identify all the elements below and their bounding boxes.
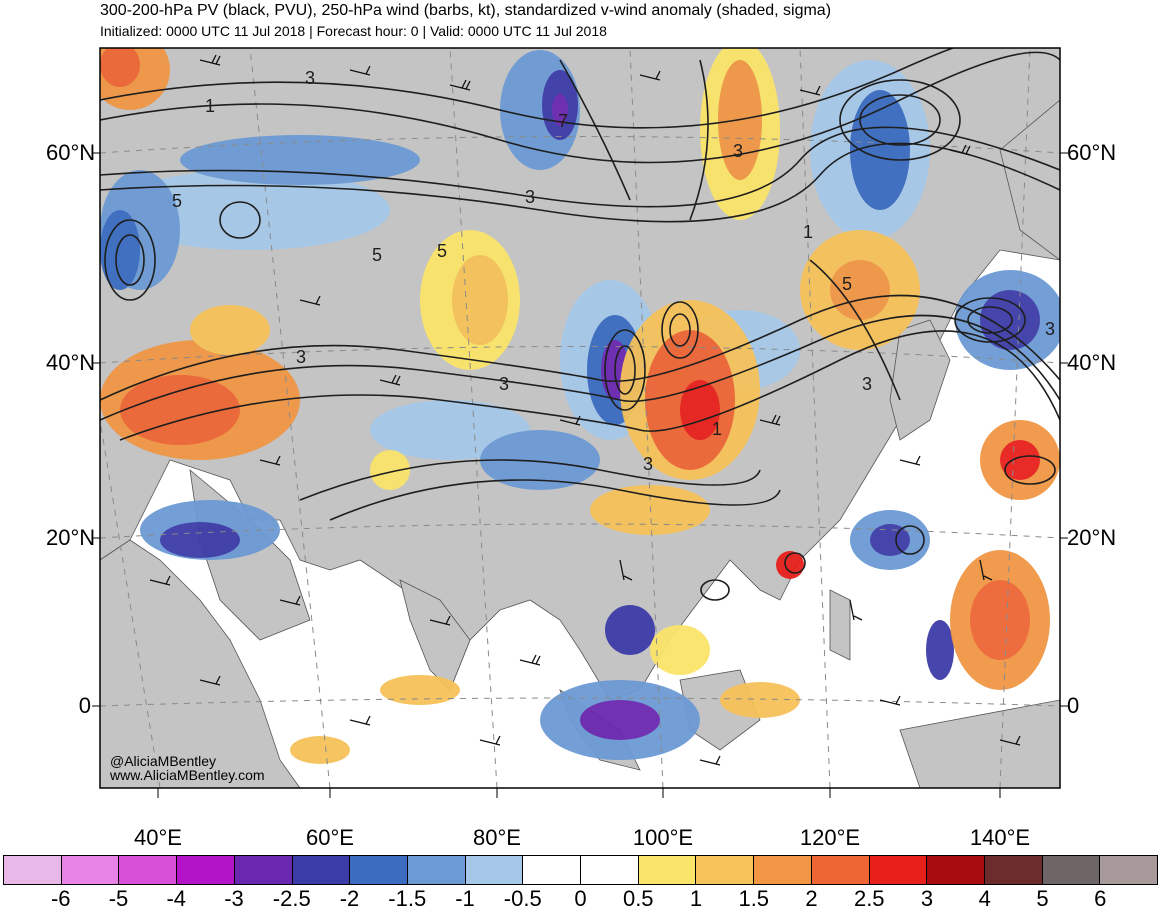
colorbar-swatch — [1042, 855, 1101, 885]
lat-label-60n-left: 60°N — [46, 140, 96, 165]
colorbar-tick-label: -1 — [455, 886, 475, 911]
map-title: 300-200-hPa PV (black, PVU), 250-hPa win… — [100, 2, 832, 19]
lon-label-120e: 120°E — [799, 825, 861, 850]
colorbar-swatch — [523, 855, 582, 885]
colorbar-tick-label: -3 — [224, 886, 244, 911]
lon-label-60e: 60°E — [306, 825, 354, 850]
land-japan — [889, 319, 951, 441]
colorbar-swatch — [638, 855, 697, 885]
colorbar-tick-label: -2.5 — [272, 886, 311, 911]
contour-label: 5 — [842, 274, 852, 294]
contour-labels: 3 1 7 3 3 5 5 5 3 3 1 5 3 3 1 3 — [172, 68, 1055, 474]
lat-label-60n-right: 60°N — [1067, 140, 1117, 165]
colorbar-swatch — [119, 855, 178, 885]
lat-label-40n-right: 40°N — [1067, 350, 1117, 375]
contour-label: 3 — [643, 454, 653, 474]
lat-label-eq-left: 0 — [78, 693, 91, 718]
colorbar-swatch — [234, 855, 293, 885]
lat-label-40n-left: 40°N — [46, 350, 96, 375]
lat-label-20n-right: 20°N — [1067, 525, 1117, 550]
lat-label-20n-left: 20°N — [46, 525, 96, 550]
colorbar-swatch — [927, 855, 985, 885]
contour-label: 1 — [803, 222, 813, 242]
credit-website: www.AliciaMBentley.com — [110, 767, 265, 783]
contour-label: 3 — [525, 187, 535, 207]
land-new-guinea — [899, 699, 1060, 788]
colorbar-swatch — [869, 855, 928, 885]
colorbar-swatch — [696, 855, 755, 885]
colorbar-tick-label: 4 — [978, 886, 991, 911]
axis-ticks — [92, 152, 1068, 798]
colorbar-tick-label: 3 — [920, 886, 934, 911]
contour-label: 3 — [862, 374, 872, 394]
colorbar-tick-label: 0.5 — [622, 886, 654, 911]
lon-label-40e: 40°E — [134, 825, 182, 850]
wind-barbs — [149, 54, 1021, 766]
contour-label: 7 — [558, 111, 568, 131]
contour-label: 3 — [296, 347, 306, 367]
contour-label: 5 — [172, 191, 182, 211]
colorbar-swatch — [811, 855, 870, 885]
colorbar-tick-label: -2 — [339, 886, 360, 911]
colorbar-swatch — [350, 855, 408, 885]
contour-label: 3 — [733, 141, 743, 161]
colorbar-tick-label: -1.5 — [388, 886, 427, 911]
colorbar-swatch — [177, 855, 235, 885]
colorbar-tick-label: 6 — [1094, 886, 1107, 911]
colorbar-swatch — [3, 855, 62, 885]
map-subtitle: Initialized: 0000 UTC 11 Jul 2018 | Fore… — [100, 23, 607, 39]
lon-label-100e: 100°E — [632, 825, 694, 850]
land-philippines — [829, 589, 851, 661]
credit-handle: @AliciaMBentley — [110, 753, 217, 769]
contour-label: 5 — [372, 245, 382, 265]
colorbar-tick-label: -6 — [50, 886, 71, 911]
contour-label: 3 — [1045, 319, 1055, 339]
colorbar-swatch — [1100, 855, 1159, 885]
map-frame — [99, 47, 1061, 789]
colorbar-tick-label: 1.5 — [738, 886, 770, 911]
lon-label-140e: 140°E — [969, 825, 1031, 850]
lat-label-eq-right: 0 — [1067, 693, 1080, 718]
colorbar-swatch — [754, 855, 812, 885]
colorbar-tick-label: -5 — [108, 886, 129, 911]
contour-label: 1 — [205, 96, 215, 116]
colorbar-tick-label: 2.5 — [853, 886, 885, 911]
colorbar — [3, 855, 1159, 885]
colorbar-tick-label: 2 — [805, 886, 818, 911]
pv-contours — [100, 48, 1060, 601]
colorbar-tick-label: -4 — [166, 886, 187, 911]
colorbar-swatch — [292, 855, 351, 885]
contour-label: 1 — [712, 419, 722, 439]
colorbar-tick-label: -0.5 — [503, 886, 542, 911]
colorbar-swatch — [581, 855, 639, 885]
colorbar-swatch — [61, 855, 120, 885]
contour-label: 3 — [499, 374, 509, 394]
contour-label: 5 — [437, 241, 447, 261]
lon-label-80e: 80°E — [473, 825, 521, 850]
colorbar-swatch — [407, 855, 466, 885]
land-kamchatka — [999, 99, 1060, 261]
colorbar-swatch — [465, 855, 524, 885]
contour-label: 3 — [305, 68, 315, 88]
colorbar-tick-label: 1 — [689, 886, 703, 911]
colorbar-tick-label: 0 — [574, 886, 587, 911]
colorbar-swatch — [984, 855, 1043, 885]
colorbar-labels: -6 -5 -4 -3 -2.5 -2 -1.5 -1 -0.5 0 0.5 1 1.5 2 2.5 3 4 5 6 — [0, 887, 1160, 913]
colorbar-tick-label: 5 — [1036, 886, 1049, 911]
